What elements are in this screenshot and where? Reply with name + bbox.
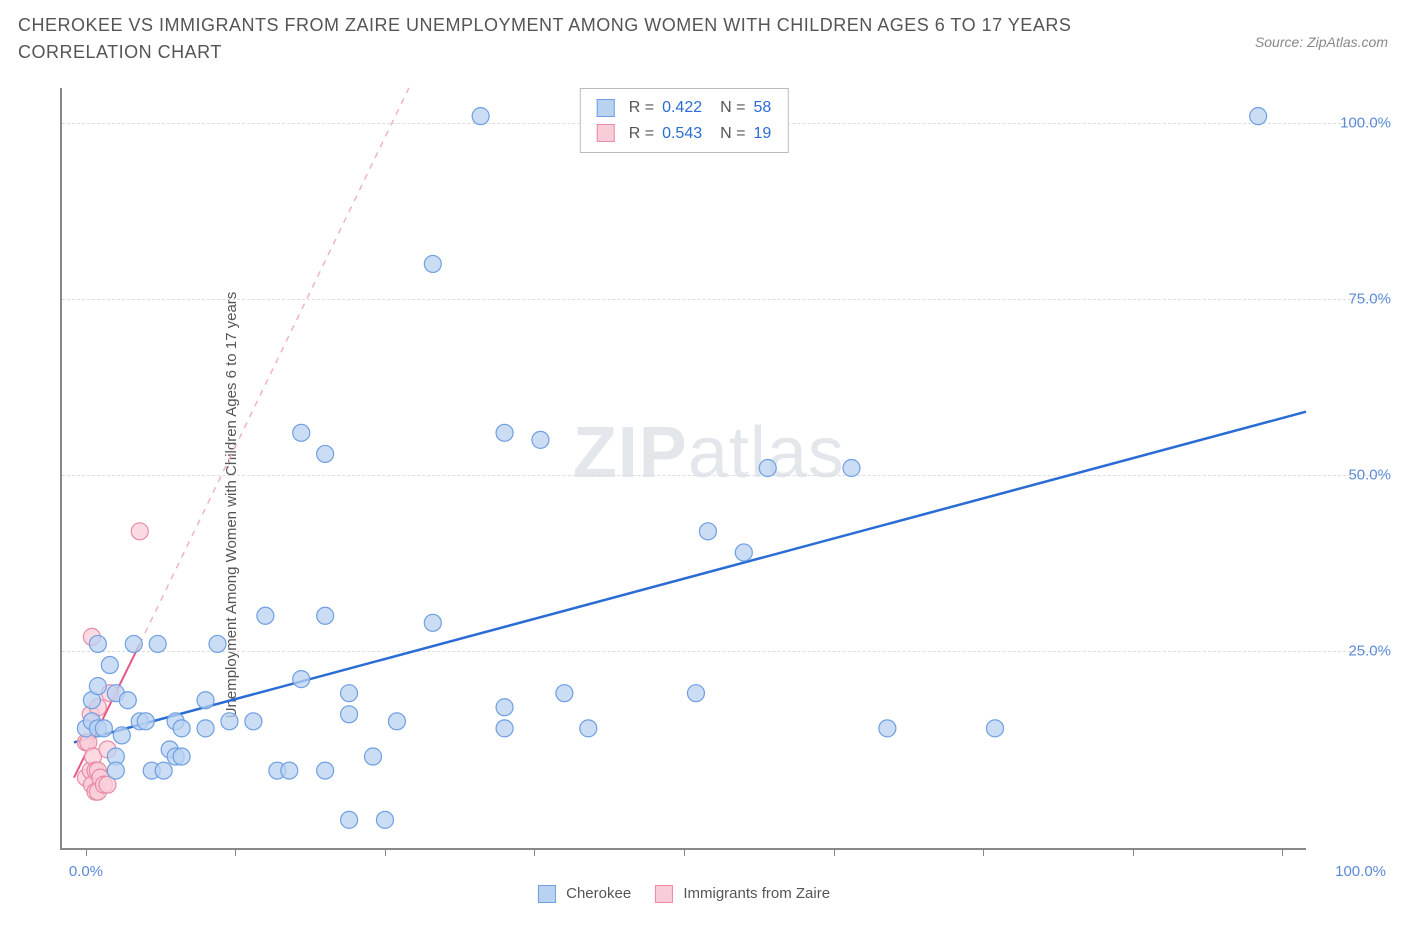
scatter-point-cherokee bbox=[496, 720, 513, 737]
legend-swatch-zaire-icon bbox=[655, 885, 673, 903]
scatter-point-cherokee bbox=[173, 720, 190, 737]
x-tick bbox=[1133, 848, 1134, 856]
chart-header: CHEROKEE VS IMMIGRANTS FROM ZAIRE UNEMPL… bbox=[18, 12, 1388, 66]
scatter-point-cherokee bbox=[317, 445, 334, 462]
y-tick-label: 75.0% bbox=[1321, 291, 1391, 308]
scatter-point-cherokee bbox=[95, 720, 112, 737]
scatter-point-cherokee bbox=[376, 811, 393, 828]
scatter-point-cherokee bbox=[293, 671, 310, 688]
x-tick bbox=[684, 848, 685, 856]
scatter-point-cherokee bbox=[365, 748, 382, 765]
scatter-point-cherokee bbox=[879, 720, 896, 737]
scatter-point-cherokee bbox=[987, 720, 1004, 737]
scatter-point-cherokee bbox=[496, 424, 513, 441]
scatter-point-cherokee bbox=[424, 255, 441, 272]
x-tick bbox=[983, 848, 984, 856]
scatter-point-cherokee bbox=[173, 748, 190, 765]
scatter-point-cherokee bbox=[155, 762, 172, 779]
scatter-point-cherokee bbox=[341, 685, 358, 702]
scatter-point-cherokee bbox=[209, 635, 226, 652]
correlation-legend: R = 0.422 N = 58 R = 0.543 N = 19 bbox=[580, 88, 789, 153]
scatter-point-cherokee bbox=[687, 685, 704, 702]
r-value-zaire: 0.543 bbox=[662, 121, 702, 147]
legend-row-cherokee: R = 0.422 N = 58 bbox=[597, 95, 772, 121]
legend-swatch-cherokee bbox=[597, 99, 615, 117]
scatter-point-cherokee bbox=[89, 678, 106, 695]
scatter-point-cherokee bbox=[424, 614, 441, 631]
scatter-point-cherokee bbox=[281, 762, 298, 779]
scatter-point-cherokee bbox=[735, 544, 752, 561]
scatter-point-cherokee bbox=[113, 727, 130, 744]
trend-line-zaire-dashed bbox=[140, 88, 409, 644]
x-tick bbox=[86, 848, 87, 856]
x-tick bbox=[385, 848, 386, 856]
scatter-point-cherokee bbox=[472, 108, 489, 125]
y-tick-label: 50.0% bbox=[1321, 467, 1391, 484]
scatter-point-cherokee bbox=[101, 657, 118, 674]
chart-container: Unemployment Among Women with Children A… bbox=[0, 80, 1406, 930]
r-value-cherokee: 0.422 bbox=[662, 95, 702, 121]
y-tick-label: 100.0% bbox=[1321, 115, 1391, 132]
scatter-point-cherokee bbox=[257, 607, 274, 624]
scatter-point-cherokee bbox=[341, 811, 358, 828]
scatter-point-cherokee bbox=[759, 460, 776, 477]
source-attribution: Source: ZipAtlas.com bbox=[1255, 34, 1388, 50]
legend-swatch-cherokee-icon bbox=[538, 885, 556, 903]
x-tick bbox=[534, 848, 535, 856]
x-tick bbox=[235, 848, 236, 856]
legend-item-zaire: Immigrants from Zaire bbox=[655, 885, 830, 903]
x-tick-label: 100.0% bbox=[1335, 863, 1386, 880]
chart-title: CHEROKEE VS IMMIGRANTS FROM ZAIRE UNEMPL… bbox=[18, 12, 1138, 66]
scatter-point-cherokee bbox=[221, 713, 238, 730]
scatter-point-cherokee bbox=[149, 635, 166, 652]
scatter-point-cherokee bbox=[843, 460, 860, 477]
legend-row-zaire: R = 0.543 N = 19 bbox=[597, 121, 772, 147]
scatter-point-cherokee bbox=[496, 699, 513, 716]
scatter-point-cherokee bbox=[107, 762, 124, 779]
scatter-point-cherokee bbox=[197, 720, 214, 737]
scatter-point-cherokee bbox=[245, 713, 262, 730]
scatter-point-cherokee bbox=[317, 607, 334, 624]
y-tick-label: 25.0% bbox=[1321, 642, 1391, 659]
scatter-point-cherokee bbox=[89, 635, 106, 652]
scatter-point-cherokee bbox=[125, 635, 142, 652]
r-label: R = bbox=[629, 95, 654, 121]
scatter-point-cherokee bbox=[197, 692, 214, 709]
scatter-point-cherokee bbox=[317, 762, 334, 779]
scatter-point-cherokee bbox=[293, 424, 310, 441]
plot-area: ZIPatlas R = 0.422 N = 58 R = 0.543 N = … bbox=[60, 88, 1306, 850]
n-value-zaire: 19 bbox=[753, 121, 771, 147]
scatter-point-cherokee bbox=[137, 713, 154, 730]
scatter-point-cherokee bbox=[699, 523, 716, 540]
scatter-point-cherokee bbox=[1250, 108, 1267, 125]
scatter-svg bbox=[62, 88, 1306, 848]
legend-label-cherokee: Cherokee bbox=[566, 885, 631, 902]
legend-label-zaire: Immigrants from Zaire bbox=[683, 885, 830, 902]
legend-swatch-zaire bbox=[597, 124, 615, 142]
n-label: N = bbox=[720, 121, 745, 147]
scatter-point-cherokee bbox=[556, 685, 573, 702]
legend-item-cherokee: Cherokee bbox=[538, 885, 631, 903]
scatter-point-cherokee bbox=[532, 431, 549, 448]
scatter-point-cherokee bbox=[580, 720, 597, 737]
x-tick bbox=[1282, 848, 1283, 856]
n-label: N = bbox=[720, 95, 745, 121]
scatter-point-cherokee bbox=[341, 706, 358, 723]
r-label: R = bbox=[629, 121, 654, 147]
x-tick bbox=[834, 848, 835, 856]
scatter-point-cherokee bbox=[388, 713, 405, 730]
x-tick-label: 0.0% bbox=[69, 863, 103, 880]
n-value-cherokee: 58 bbox=[753, 95, 771, 121]
scatter-point-cherokee bbox=[119, 692, 136, 709]
scatter-point-zaire bbox=[131, 523, 148, 540]
series-legend: Cherokee Immigrants from Zaire bbox=[538, 885, 830, 903]
